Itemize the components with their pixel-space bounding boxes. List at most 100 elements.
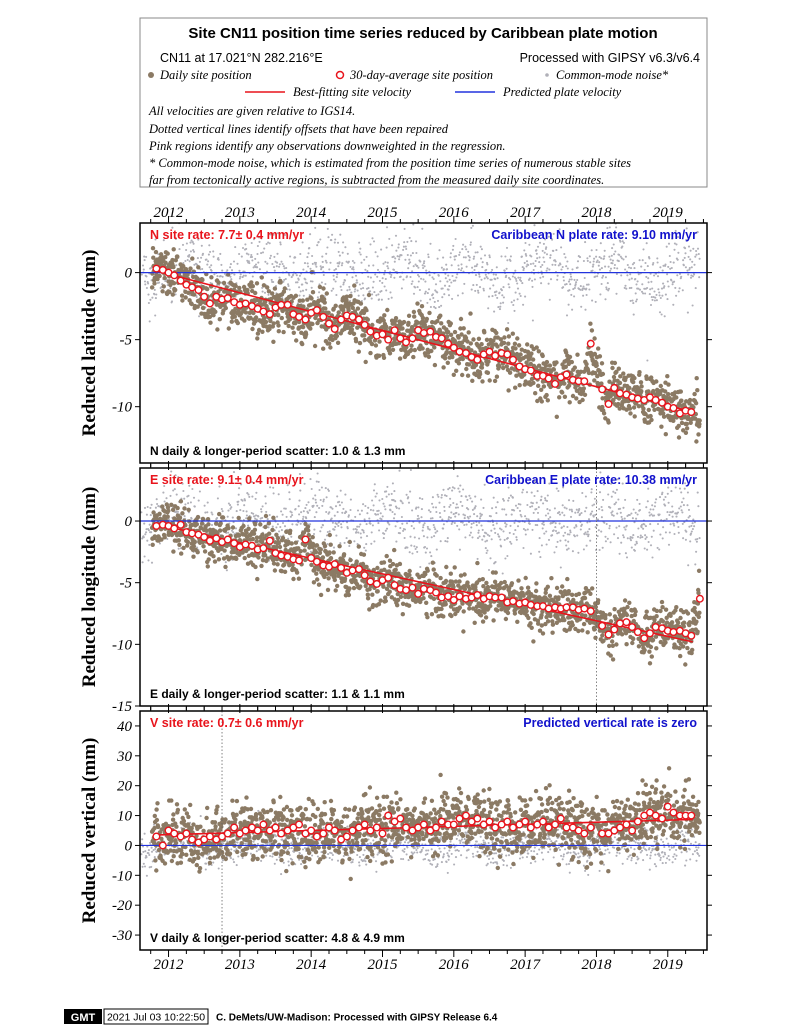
daily-point xyxy=(160,289,165,294)
cmn-point xyxy=(401,502,404,505)
cmn-point xyxy=(442,527,445,530)
x-tick-label-top: 2016 xyxy=(439,205,470,221)
daily-point xyxy=(151,255,156,260)
cmn-point xyxy=(334,280,337,283)
cmn-point xyxy=(181,482,184,485)
daily-point xyxy=(250,326,255,332)
cmn-point xyxy=(403,536,406,540)
cmn-point xyxy=(509,278,512,281)
daily-point xyxy=(480,361,485,367)
cmn-point xyxy=(473,506,476,509)
daily-point xyxy=(377,339,382,344)
cmn-point xyxy=(580,305,583,308)
cmn-point xyxy=(331,507,334,510)
daily-point xyxy=(536,363,542,368)
cmn-point xyxy=(150,561,154,564)
cmn-point xyxy=(525,491,529,494)
cmn-point xyxy=(350,291,353,294)
cmn-point xyxy=(403,227,406,230)
cmn-point xyxy=(330,239,333,242)
cmn-point xyxy=(490,538,493,541)
cmn-point xyxy=(423,260,426,263)
cmn-point xyxy=(429,551,432,554)
cmn-point xyxy=(409,490,412,493)
cmn-point xyxy=(549,516,552,519)
cmn-point xyxy=(480,257,483,260)
cmn-point xyxy=(217,256,220,260)
cmn-point xyxy=(600,505,603,509)
daily-point xyxy=(191,292,197,297)
cmn-point xyxy=(635,298,638,301)
daily-point xyxy=(236,533,242,538)
cmn-point xyxy=(352,528,355,531)
cmn-point xyxy=(554,263,557,266)
cmn-point xyxy=(263,291,267,294)
cmn-point xyxy=(567,547,570,550)
cmn-point xyxy=(656,522,660,526)
cmn-point xyxy=(653,274,656,277)
cmn-point xyxy=(519,276,522,279)
cmn-point xyxy=(607,289,610,292)
cmn-point xyxy=(587,535,590,538)
cmn-point xyxy=(697,252,700,256)
daily-point xyxy=(659,424,664,429)
cmn-point xyxy=(468,534,471,537)
cmn-point xyxy=(568,533,571,536)
cmn-point xyxy=(384,261,387,264)
cmn-point xyxy=(324,282,327,286)
daily-point xyxy=(632,414,637,419)
cmn-point xyxy=(276,252,279,255)
cmn-point xyxy=(632,534,635,537)
daily-point xyxy=(497,364,502,369)
cmn-point xyxy=(599,471,602,474)
cmn-point xyxy=(327,236,330,239)
daily-point xyxy=(491,338,496,343)
cmn-point xyxy=(529,552,532,555)
daily-point xyxy=(195,514,201,520)
cmn-point xyxy=(514,277,518,281)
daily-point xyxy=(317,284,323,290)
y-axis-label: Reduced latitude (mm) xyxy=(79,250,100,437)
cmn-point xyxy=(613,263,616,267)
cmn-point xyxy=(479,515,482,518)
cmn-point xyxy=(565,544,568,547)
cmn-point xyxy=(448,505,451,508)
cmn-point xyxy=(623,526,626,529)
cmn-point xyxy=(531,319,534,322)
cmn-point xyxy=(615,226,618,229)
note-3: Pink regions identify any observations d… xyxy=(148,139,506,153)
daily-point xyxy=(584,361,589,367)
cmn-point xyxy=(282,280,285,283)
cmn-point xyxy=(200,244,203,247)
cmn-point xyxy=(321,255,324,258)
cmn-point xyxy=(691,275,694,278)
cmn-point xyxy=(634,277,637,281)
cmn-point xyxy=(658,311,662,314)
cmn-point xyxy=(570,483,573,486)
daily-point xyxy=(544,392,549,398)
cmn-point xyxy=(453,521,456,525)
cmn-point xyxy=(246,259,249,262)
cmn-point xyxy=(529,478,532,481)
cmn-point xyxy=(390,296,393,299)
x-tick-label-top: 2019 xyxy=(653,205,684,221)
cmn-point xyxy=(630,512,633,515)
cmn-point xyxy=(148,320,151,323)
cmn-point xyxy=(273,255,276,258)
cmn-point xyxy=(373,540,376,543)
cmn-point xyxy=(645,275,648,278)
avg30-point xyxy=(426,327,435,336)
cmn-point xyxy=(223,272,227,275)
cmn-point xyxy=(226,515,229,518)
cmn-point xyxy=(572,499,575,502)
daily-point xyxy=(596,346,601,351)
cmn-point xyxy=(514,529,517,532)
cmn-point xyxy=(587,533,590,536)
cmn-point xyxy=(639,534,642,537)
cmn-point xyxy=(571,308,574,311)
cmn-point xyxy=(411,280,414,283)
daily-point xyxy=(217,528,223,533)
cmn-point xyxy=(426,536,429,539)
cmn-point xyxy=(609,482,613,485)
cmn-point xyxy=(655,498,658,501)
